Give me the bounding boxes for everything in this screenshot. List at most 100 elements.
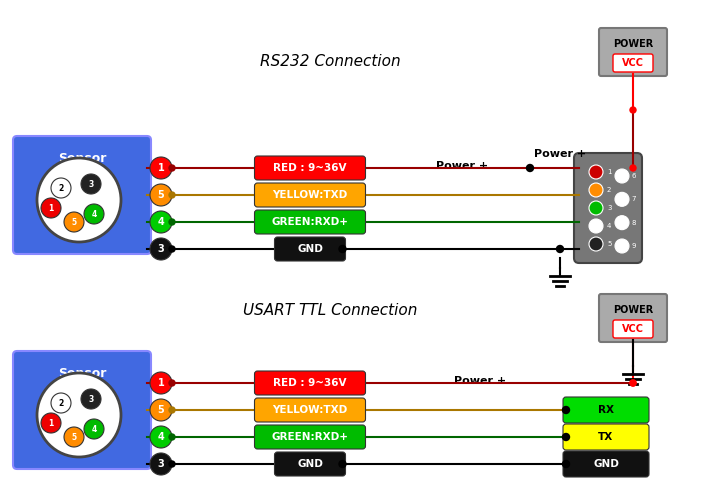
Text: VCC: VCC bbox=[622, 58, 644, 68]
Text: POWER: POWER bbox=[613, 39, 653, 49]
FancyBboxPatch shape bbox=[254, 398, 366, 422]
Circle shape bbox=[37, 373, 121, 457]
Circle shape bbox=[150, 184, 172, 206]
Text: 3: 3 bbox=[607, 205, 611, 211]
Text: 9: 9 bbox=[631, 243, 636, 249]
Text: Power +: Power + bbox=[436, 161, 488, 171]
Text: 3: 3 bbox=[89, 179, 94, 189]
Text: 5: 5 bbox=[158, 405, 164, 415]
Circle shape bbox=[150, 157, 172, 179]
Text: 3: 3 bbox=[158, 459, 164, 469]
Circle shape bbox=[84, 204, 104, 224]
Text: 8: 8 bbox=[631, 220, 636, 226]
Circle shape bbox=[589, 165, 603, 179]
FancyBboxPatch shape bbox=[599, 28, 667, 76]
FancyBboxPatch shape bbox=[563, 397, 649, 423]
Circle shape bbox=[526, 165, 534, 171]
Circle shape bbox=[41, 413, 61, 433]
FancyBboxPatch shape bbox=[274, 452, 346, 476]
FancyBboxPatch shape bbox=[254, 210, 366, 234]
Text: 5: 5 bbox=[607, 241, 611, 247]
Text: 4: 4 bbox=[91, 424, 96, 434]
Text: 4: 4 bbox=[607, 223, 611, 229]
Circle shape bbox=[630, 165, 636, 171]
Circle shape bbox=[150, 211, 172, 233]
Text: VCC: VCC bbox=[622, 324, 644, 334]
Text: 1: 1 bbox=[158, 163, 164, 173]
Text: 4: 4 bbox=[158, 432, 164, 442]
Text: RS232 Connection: RS232 Connection bbox=[260, 54, 400, 70]
Text: TX: TX bbox=[598, 432, 613, 442]
Circle shape bbox=[615, 216, 629, 230]
Text: 1: 1 bbox=[607, 169, 611, 175]
Circle shape bbox=[169, 192, 175, 198]
Circle shape bbox=[169, 380, 175, 386]
Circle shape bbox=[589, 237, 603, 251]
Text: RED : 9~36V: RED : 9~36V bbox=[274, 378, 347, 388]
Circle shape bbox=[81, 174, 101, 194]
Text: 4: 4 bbox=[158, 217, 164, 227]
Circle shape bbox=[339, 460, 346, 467]
Text: Sensor: Sensor bbox=[58, 152, 106, 165]
Text: YELLOW:TXD: YELLOW:TXD bbox=[272, 405, 348, 415]
Circle shape bbox=[41, 198, 61, 218]
Circle shape bbox=[339, 246, 346, 252]
Text: 7: 7 bbox=[631, 196, 636, 203]
Circle shape bbox=[169, 219, 175, 225]
Circle shape bbox=[150, 372, 172, 394]
Text: 5: 5 bbox=[158, 190, 164, 200]
FancyBboxPatch shape bbox=[574, 153, 642, 263]
Text: GND: GND bbox=[297, 459, 323, 469]
Text: 2: 2 bbox=[607, 187, 611, 193]
FancyBboxPatch shape bbox=[254, 156, 366, 180]
Circle shape bbox=[562, 434, 570, 441]
Circle shape bbox=[169, 407, 175, 413]
Circle shape bbox=[615, 169, 629, 183]
FancyBboxPatch shape bbox=[254, 183, 366, 207]
Circle shape bbox=[169, 434, 175, 440]
Circle shape bbox=[589, 219, 603, 233]
Circle shape bbox=[51, 178, 71, 198]
Circle shape bbox=[615, 239, 629, 253]
Circle shape bbox=[169, 165, 175, 171]
FancyBboxPatch shape bbox=[563, 424, 649, 450]
Circle shape bbox=[81, 389, 101, 409]
Text: 3: 3 bbox=[158, 244, 164, 254]
FancyBboxPatch shape bbox=[563, 451, 649, 477]
Text: 4: 4 bbox=[91, 209, 96, 218]
Circle shape bbox=[169, 246, 175, 252]
Circle shape bbox=[84, 419, 104, 439]
FancyBboxPatch shape bbox=[254, 371, 366, 395]
Text: RED : 9~36V: RED : 9~36V bbox=[274, 163, 347, 173]
Text: 1: 1 bbox=[48, 204, 53, 212]
Text: GND: GND bbox=[297, 244, 323, 254]
FancyBboxPatch shape bbox=[254, 425, 366, 449]
Circle shape bbox=[37, 158, 121, 242]
Circle shape bbox=[630, 380, 636, 386]
Circle shape bbox=[630, 380, 636, 386]
Text: Power +: Power + bbox=[454, 376, 506, 386]
FancyBboxPatch shape bbox=[613, 320, 653, 338]
Circle shape bbox=[562, 460, 570, 467]
Text: Sensor: Sensor bbox=[58, 367, 106, 379]
Circle shape bbox=[589, 183, 603, 197]
Text: RX: RX bbox=[598, 405, 614, 415]
Circle shape bbox=[589, 201, 603, 215]
Text: GREEN:RXD+: GREEN:RXD+ bbox=[271, 217, 348, 227]
Circle shape bbox=[150, 453, 172, 475]
Circle shape bbox=[64, 212, 84, 232]
Circle shape bbox=[150, 238, 172, 260]
Text: GREEN:RXD+: GREEN:RXD+ bbox=[271, 432, 348, 442]
Text: 2: 2 bbox=[58, 399, 63, 408]
Text: 3: 3 bbox=[89, 395, 94, 404]
Text: Power +: Power + bbox=[534, 149, 586, 159]
Text: 6: 6 bbox=[631, 173, 636, 179]
FancyBboxPatch shape bbox=[599, 294, 667, 342]
FancyBboxPatch shape bbox=[274, 237, 346, 261]
Circle shape bbox=[150, 399, 172, 421]
Text: POWER: POWER bbox=[613, 305, 653, 315]
Text: 1: 1 bbox=[48, 418, 53, 427]
Text: 1: 1 bbox=[158, 378, 164, 388]
Text: 5: 5 bbox=[71, 217, 76, 227]
Circle shape bbox=[64, 427, 84, 447]
